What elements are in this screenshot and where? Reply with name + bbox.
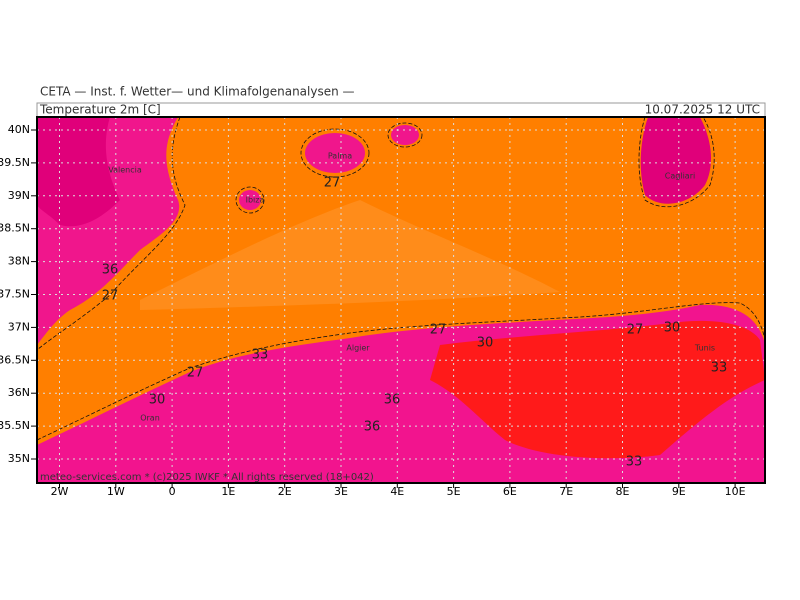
- lon-label: 5E: [447, 485, 461, 498]
- place-label: Valencia: [108, 166, 142, 175]
- lat-label: 36N: [8, 386, 30, 399]
- contour-label: 27: [627, 323, 644, 338]
- contour-label: 30: [477, 336, 494, 351]
- footer-strip: [37, 470, 765, 483]
- contour-label: 36: [364, 420, 381, 435]
- lon-label: 3E: [334, 485, 348, 498]
- contour-label: 36: [384, 393, 401, 408]
- lat-label: 40N: [8, 123, 30, 136]
- contour-label: 30: [664, 321, 681, 336]
- place-label: Algier: [346, 344, 370, 353]
- lat-label: 39N: [8, 189, 30, 202]
- graticule: [37, 117, 765, 483]
- contour: [638, 117, 715, 208]
- contour-label: 36: [102, 263, 119, 278]
- lat-label: 36.5N: [0, 353, 30, 366]
- contour-label: 30: [149, 393, 166, 408]
- valid-time: 10.07.2025 12 UTC: [645, 103, 760, 117]
- lon-label: 6E: [503, 485, 517, 498]
- contour: [37, 117, 186, 351]
- lon-label: 1W: [107, 485, 125, 498]
- contour: [235, 186, 265, 214]
- header-institute: CETA — Inst. f. Wetter— und Klimafolgena…: [40, 85, 355, 99]
- lon-label: 9E: [672, 485, 686, 498]
- contour: [387, 122, 423, 148]
- field: [37, 117, 765, 483]
- field-title: Temperature 2m [C]: [39, 103, 161, 117]
- lat-label: 37.5N: [0, 288, 30, 301]
- area-33-36: [430, 320, 765, 459]
- contour: [37, 302, 765, 441]
- area-spain-inner: [37, 117, 120, 227]
- lon-label: 7E: [559, 485, 573, 498]
- contour-label: 33: [252, 348, 269, 363]
- lat-label: 37N: [8, 320, 30, 333]
- contour-label: 27: [187, 366, 204, 381]
- lon-label: 1E: [221, 485, 235, 498]
- contour: [300, 128, 370, 178]
- lon-label: 4E: [390, 485, 404, 498]
- footer: meteo-services.com * (c)2025 IWKF * All …: [40, 472, 374, 483]
- lon-label: 2W: [51, 485, 69, 498]
- place-label: Ibiza: [246, 196, 265, 205]
- lat-label: 38N: [8, 255, 30, 268]
- area-warm: [140, 200, 560, 310]
- contour-label: 33: [711, 361, 728, 376]
- island-ibiza: [239, 190, 261, 210]
- lon-label: 8E: [616, 485, 630, 498]
- contour-label: 27: [102, 289, 119, 304]
- lat-label: 39.5N: [0, 156, 30, 169]
- contour-label: 33: [626, 455, 643, 470]
- lat-label: 35.5N: [0, 419, 30, 432]
- island-sardinia: [640, 117, 712, 204]
- contour-label: 27: [324, 176, 341, 191]
- map-frame: [36, 116, 766, 484]
- island-menorca: [391, 125, 419, 145]
- place-label: Tunis: [694, 344, 715, 353]
- contour-label: 27: [430, 323, 447, 338]
- place-label: Palma: [328, 152, 352, 161]
- lat-label: 38.5N: [0, 222, 30, 235]
- lat-label: 35N: [8, 452, 30, 465]
- lon-label: 10E: [725, 485, 746, 498]
- place-label: Cagliari: [665, 172, 695, 181]
- place-label: Oran: [140, 414, 160, 423]
- lon-label: 2E: [278, 485, 292, 498]
- lon-label: 0: [169, 485, 176, 498]
